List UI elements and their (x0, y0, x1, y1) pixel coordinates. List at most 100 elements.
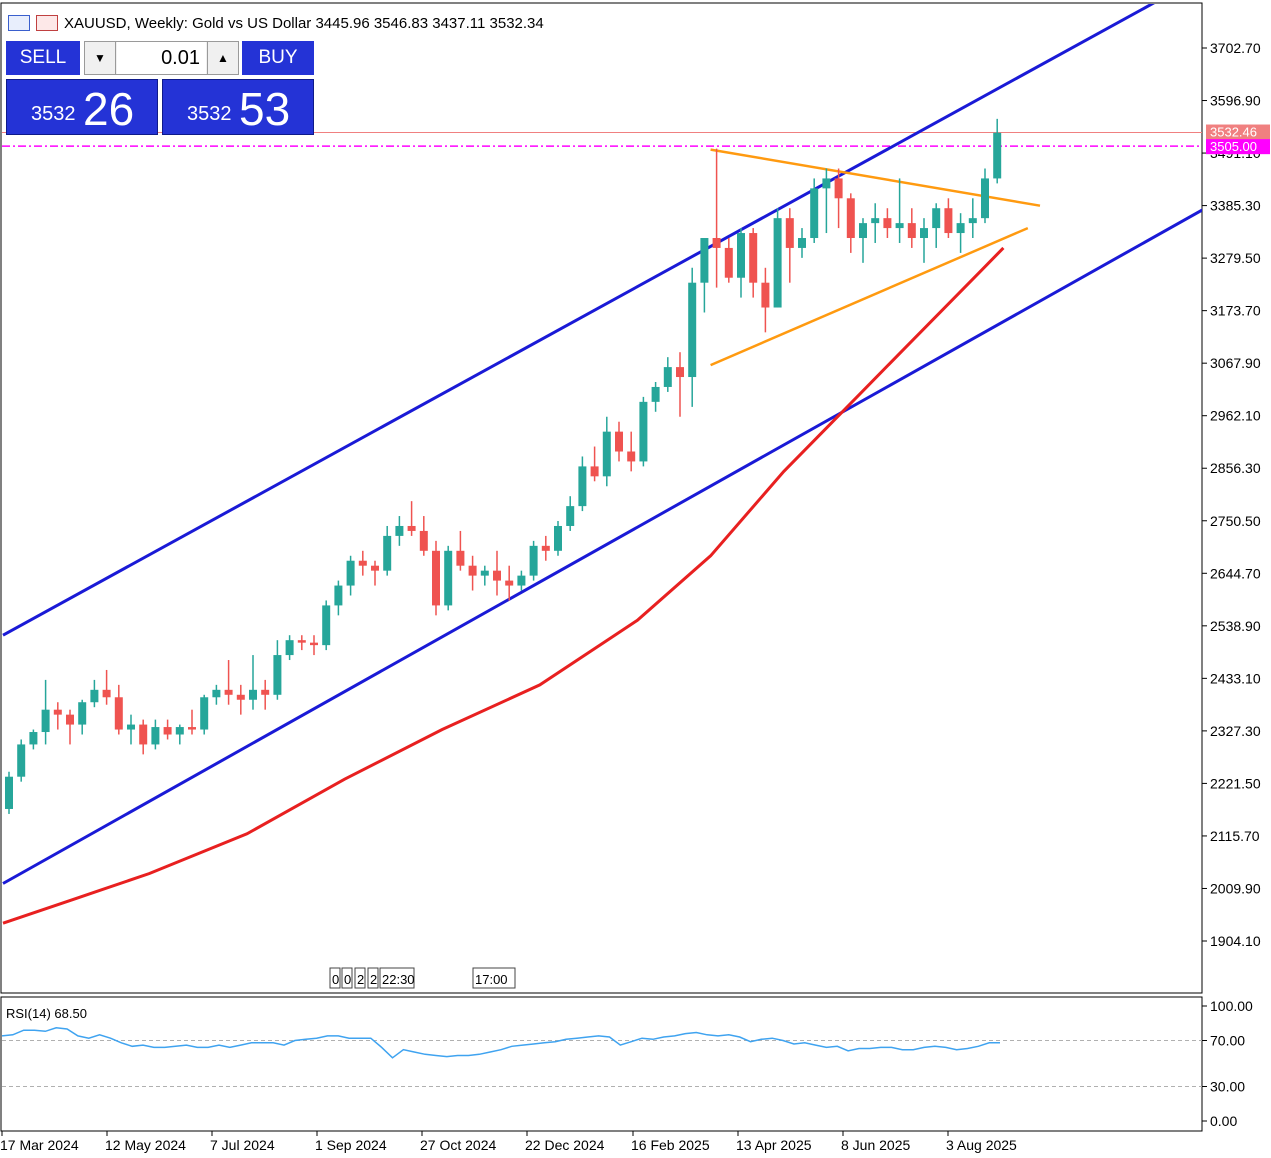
time-marker: 2 (367, 967, 379, 989)
candle-body (602, 431, 611, 477)
candle-body (773, 218, 782, 308)
candle (871, 203, 880, 243)
candle-body (78, 702, 87, 725)
candle (676, 352, 684, 417)
candle-body (737, 233, 745, 278)
candle-body (846, 198, 855, 239)
y-tick-label: 2433.10 (1210, 670, 1261, 686)
candle-body (676, 367, 684, 378)
candle-body (407, 525, 416, 531)
candle-body (371, 565, 379, 571)
candle (188, 709, 196, 735)
x-tick-label: 8 Jun 2025 (841, 1137, 910, 1153)
candle (651, 381, 660, 412)
candle-body (627, 451, 636, 462)
lot-size-value[interactable]: 0.01 (117, 42, 206, 74)
candle-body (114, 697, 123, 730)
candle-body (102, 689, 111, 698)
candle (554, 521, 562, 556)
candle (432, 540, 440, 616)
x-tick-label: 16 Feb 2025 (631, 1137, 710, 1153)
time-marker: 17:00 (472, 967, 516, 989)
rsi-plot-frame (0, 996, 1203, 1132)
y-tick-label: 2327.30 (1210, 723, 1261, 739)
rsi-y-tick-label: 0.00 (1210, 1113, 1237, 1129)
rsi-y-tick-label: 30.00 (1210, 1079, 1245, 1095)
candle-body (285, 640, 294, 656)
grid-icon (8, 15, 30, 31)
candle-body (859, 223, 867, 239)
sell-price-button[interactable]: 3532 26 (6, 79, 158, 135)
y-tick-label: 3702.70 (1210, 40, 1261, 56)
buy-price-button[interactable]: 3532 53 (162, 79, 314, 135)
y-tick-label: 2644.70 (1210, 565, 1261, 581)
candle (29, 729, 38, 750)
candle-body (554, 525, 562, 551)
candle (700, 238, 709, 313)
x-tick-label: 1 Sep 2024 (315, 1137, 387, 1153)
candle-body (127, 724, 135, 730)
candle (505, 565, 514, 601)
candle-body (981, 178, 989, 219)
candle (615, 421, 623, 462)
time-marker-label: 22:30 (382, 972, 415, 987)
time-marker-label: 0 (332, 972, 339, 987)
candle (993, 118, 1002, 184)
candle-body (358, 560, 367, 566)
candle-body (175, 727, 184, 735)
candle-body (41, 709, 50, 733)
candle-body (297, 640, 306, 643)
chart-title-bar: XAUUSD, Weekly: Gold vs US Dollar 3445.9… (8, 12, 544, 34)
x-tick-label: 3 Aug 2025 (946, 1137, 1017, 1153)
candle-body (249, 689, 257, 700)
candle-body (53, 709, 62, 715)
time-marker-label: 0 (344, 972, 351, 987)
candle-body (505, 580, 514, 586)
candle (981, 168, 989, 224)
main-plot-frame (0, 2, 1203, 994)
candle-body (163, 727, 172, 735)
candle (334, 580, 343, 616)
chevron-up-icon[interactable]: ▲ (207, 42, 238, 74)
candle-body (444, 550, 453, 606)
candle (127, 714, 135, 745)
candle-body (5, 776, 13, 809)
time-marker-label: 17:00 (475, 972, 508, 987)
sell-button[interactable]: SELL (6, 41, 80, 75)
candle (224, 660, 233, 705)
candle (261, 679, 270, 710)
chevron-down-icon[interactable]: ▼ (85, 42, 116, 74)
candle (480, 565, 489, 586)
candle (798, 228, 806, 258)
bid-price-tag (1206, 124, 1270, 140)
x-tick-label: 22 Dec 2024 (525, 1137, 605, 1153)
candle-body (188, 727, 196, 730)
y-tick-label: 2856.30 (1210, 460, 1261, 476)
candle (53, 702, 62, 730)
candle (590, 446, 599, 482)
buy-button[interactable]: BUY (242, 41, 314, 75)
candle (212, 684, 221, 705)
candle-body (566, 506, 575, 526)
candle (151, 719, 160, 750)
lot-size-input[interactable]: ▼ 0.01 ▲ (84, 41, 239, 75)
candle-body (895, 223, 904, 229)
candle-body (517, 575, 526, 586)
candle-body (346, 560, 355, 586)
y-tick-label: 3067.90 (1210, 355, 1261, 371)
candle (285, 635, 294, 661)
y-tick-label: 2009.90 (1210, 880, 1261, 896)
one-click-trading-panel: SELL ▼ 0.01 ▲ BUY 3532 26 3532 53 (6, 41, 314, 135)
buy-price-prefix: 3532 (187, 103, 232, 125)
candle (249, 655, 257, 710)
candle-body (578, 466, 587, 507)
rsi-y-tick-label: 100.00 (1210, 998, 1253, 1014)
candle (920, 218, 928, 263)
candle (712, 148, 721, 288)
candle (749, 228, 758, 298)
candle (907, 208, 916, 248)
bid-price-label: 3532.46 (1210, 125, 1257, 140)
time-marker-box (341, 967, 353, 989)
candle-body (932, 208, 941, 229)
